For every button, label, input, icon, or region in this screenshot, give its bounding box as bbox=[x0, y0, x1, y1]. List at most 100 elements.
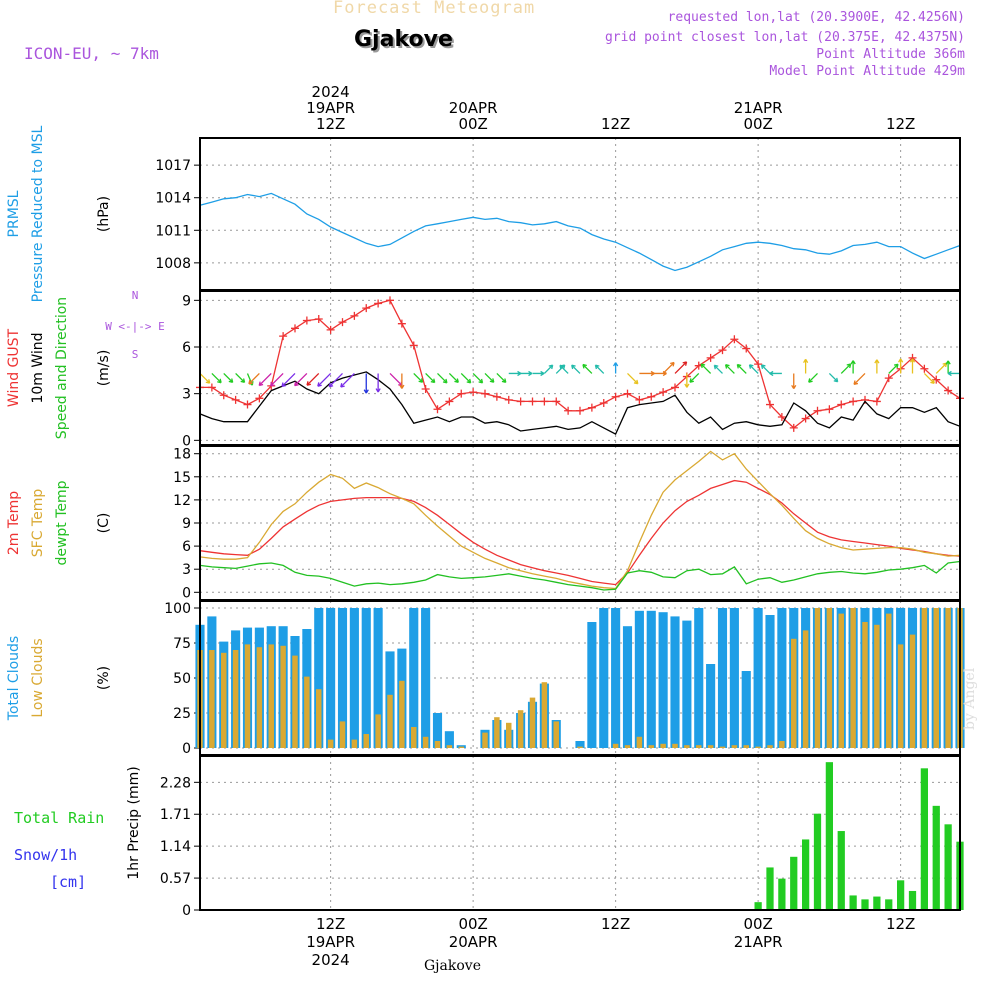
wind-arrow bbox=[724, 364, 735, 374]
wind-arrow bbox=[484, 372, 495, 383]
wind-arrow bbox=[496, 372, 507, 384]
gust-marker bbox=[481, 389, 489, 398]
bar-low-clouds bbox=[933, 608, 939, 748]
gust-marker bbox=[243, 400, 252, 409]
wind-arrow bbox=[803, 358, 809, 374]
top-time-label: 20APR bbox=[449, 99, 498, 117]
bar-low-clouds bbox=[422, 736, 429, 748]
gust-marker bbox=[813, 406, 822, 415]
bar-total-clouds bbox=[646, 610, 656, 748]
wind-arrow bbox=[559, 364, 569, 374]
bar-low-clouds bbox=[648, 745, 654, 748]
wind-arrow bbox=[472, 372, 484, 384]
y-tick-label: 0 bbox=[182, 585, 191, 601]
panel-wind: 0 3 6 9 Wind GUST 10m Wind Speed and Direction… bbox=[6, 289, 964, 449]
panel-frame bbox=[199, 137, 961, 291]
bar-low-clouds bbox=[256, 647, 263, 748]
wind-arrow bbox=[874, 359, 880, 374]
bar-rain bbox=[778, 878, 786, 910]
bar-low-clouds bbox=[826, 608, 833, 748]
y-tick-label: 1011 bbox=[155, 223, 191, 239]
bar-low-clouds bbox=[339, 721, 346, 748]
gust-marker bbox=[207, 383, 216, 392]
bar-rain bbox=[861, 899, 869, 910]
bar-low-clouds bbox=[268, 644, 274, 748]
bottom-time-label: 20APR bbox=[449, 933, 498, 951]
series-line-wind bbox=[199, 371, 961, 435]
credit-label: by Angel bbox=[962, 667, 978, 730]
wind-arrow bbox=[389, 372, 403, 387]
wind-arrow bbox=[909, 358, 916, 374]
bar-low-clouds bbox=[553, 721, 559, 748]
bar-rain bbox=[920, 768, 928, 910]
bar-low-clouds bbox=[446, 745, 453, 748]
bottom-time-label: 19APR bbox=[306, 933, 355, 951]
bar-low-clouds bbox=[387, 694, 393, 748]
bar-total-clouds bbox=[634, 610, 644, 748]
compass-label: N bbox=[132, 289, 139, 302]
gust-marker bbox=[944, 386, 953, 395]
wind-arrow bbox=[543, 364, 554, 374]
gust-marker bbox=[754, 360, 763, 369]
bar-total-clouds bbox=[682, 620, 692, 748]
bar-low-clouds bbox=[316, 689, 322, 748]
gust-marker bbox=[659, 388, 668, 397]
y-tick-label: 0 bbox=[182, 741, 191, 757]
gust-marker bbox=[421, 385, 430, 393]
gust-marker bbox=[279, 332, 288, 341]
bar-low-clouds bbox=[696, 745, 702, 748]
wind-arrow bbox=[460, 372, 472, 384]
gust-marker bbox=[350, 311, 359, 320]
bar-low-clouds bbox=[577, 746, 583, 748]
bar-total-clouds bbox=[575, 741, 585, 748]
wind-arrow bbox=[340, 372, 355, 388]
gust-marker bbox=[635, 395, 644, 404]
wind-arrow bbox=[850, 360, 856, 374]
wind-arrow bbox=[413, 372, 424, 383]
bar-low-clouds bbox=[517, 710, 524, 748]
bar-low-clouds bbox=[541, 682, 548, 748]
bar-low-clouds bbox=[624, 745, 631, 748]
wind-arrow bbox=[736, 363, 747, 374]
y-tick-label: 3 bbox=[182, 387, 191, 403]
bar-total-clouds bbox=[326, 608, 336, 748]
gust-marker bbox=[777, 413, 786, 421]
bar-rain bbox=[873, 896, 881, 910]
wind-arrow bbox=[306, 372, 320, 386]
bar-total-clouds bbox=[658, 612, 668, 748]
gust-marker bbox=[861, 395, 869, 404]
bar-total-clouds bbox=[409, 608, 419, 748]
bar-low-clouds bbox=[874, 624, 880, 748]
bar-total-clouds bbox=[444, 731, 454, 748]
y-axis-title: 2m Temp bbox=[6, 491, 22, 555]
compass-label: W <-|-> E bbox=[105, 320, 165, 333]
y-axis-title: Speed and Direction bbox=[54, 297, 70, 439]
bar-low-clouds bbox=[945, 608, 951, 748]
wind-arrow bbox=[532, 370, 545, 377]
bar-low-clouds bbox=[209, 650, 215, 748]
bar-low-clouds bbox=[327, 739, 334, 748]
bar-total-clouds bbox=[349, 608, 359, 748]
y-tick-label: 3 bbox=[182, 562, 191, 578]
bar-rain bbox=[754, 902, 762, 910]
model-point-altitude: Model Point Altitude 429m bbox=[769, 64, 965, 79]
y-tick-label: 1.14 bbox=[160, 839, 191, 855]
gust-marker bbox=[231, 395, 240, 404]
gust-marker bbox=[255, 394, 264, 403]
bar-low-clouds bbox=[399, 680, 405, 748]
wind-arrow bbox=[281, 372, 296, 388]
bar-total-clouds bbox=[753, 608, 763, 748]
y-tick-label: 9 bbox=[182, 293, 191, 309]
bar-low-clouds bbox=[506, 722, 512, 748]
bar-total-clouds bbox=[599, 608, 609, 748]
y-axis-unit: (C) bbox=[96, 513, 112, 534]
wind-arrow bbox=[689, 372, 700, 383]
wind-arrow bbox=[947, 370, 960, 377]
bar-low-clouds bbox=[743, 745, 749, 748]
bar-low-clouds bbox=[244, 644, 251, 748]
bottom-time-label: 12Z bbox=[601, 915, 630, 933]
bar-low-clouds bbox=[897, 644, 904, 748]
precip-legend-label: Snow/1h bbox=[14, 846, 77, 864]
y-axis-title: Total Clouds bbox=[6, 636, 22, 721]
gust-marker bbox=[457, 389, 466, 398]
